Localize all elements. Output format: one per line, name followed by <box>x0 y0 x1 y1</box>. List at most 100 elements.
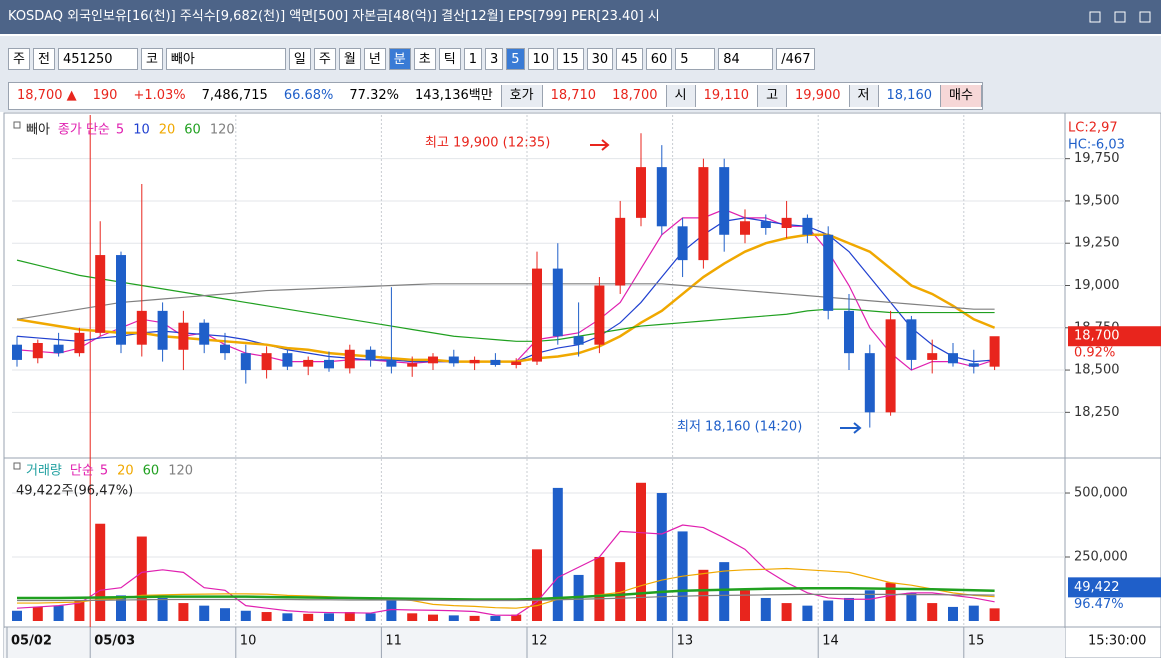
toolbar-button[interactable]: 15 <box>557 48 584 70</box>
toolbar-button[interactable]: 틱 <box>438 48 461 70</box>
chart-frame <box>3 112 1161 658</box>
legend-box <box>13 462 21 470</box>
quote-item[interactable]: 18,700 <box>604 85 666 107</box>
volume-bar <box>116 595 126 621</box>
toolbar-button[interactable]: 분 <box>388 48 411 70</box>
volume-bar <box>906 592 917 621</box>
toolbar-button[interactable]: 코 <box>140 48 163 70</box>
volume-bar <box>469 615 480 621</box>
toolbar-button[interactable]: 전 <box>32 48 55 70</box>
toolbar-button[interactable]: 84 <box>718 48 774 70</box>
candle-body <box>428 356 438 364</box>
toolbar-button[interactable]: 451250 <box>57 48 138 70</box>
volume-bar <box>53 605 64 621</box>
candle-body <box>968 363 979 367</box>
volume-bar <box>989 608 1000 621</box>
toolbar-button[interactable]: 30 <box>586 48 614 70</box>
side-label: LC:2,97 <box>1068 121 1118 136</box>
volume-bar <box>199 605 210 621</box>
candle-body <box>386 359 397 367</box>
candle-body <box>74 332 85 354</box>
volume-summary: 49,422주(96,47%) <box>16 484 133 499</box>
toolbar-button[interactable]: 45 <box>616 48 643 70</box>
legend-entry: 60 <box>184 123 201 138</box>
candle-body <box>261 353 272 371</box>
volume-bar <box>927 603 938 621</box>
toolbar-button[interactable]: 초 <box>413 48 436 70</box>
quote-item[interactable]: 매수 <box>940 85 982 107</box>
volume-bar <box>532 549 542 621</box>
candle-body <box>303 359 314 367</box>
volume-bar <box>261 612 272 621</box>
volume-bar <box>740 590 750 621</box>
candle-body <box>864 353 875 413</box>
toolbar-button[interactable]: 3 <box>484 48 504 70</box>
x-tick-label: 13 <box>677 634 694 649</box>
toolbar-button[interactable]: 빼아 <box>165 48 286 70</box>
candle-body <box>220 344 230 354</box>
quote-item[interactable]: 저 <box>848 85 879 107</box>
toolbar-button[interactable]: 주 <box>313 48 336 70</box>
y-tick-label: 250,000 <box>1074 550 1128 565</box>
toolbar-button[interactable]: 년 <box>363 48 386 70</box>
moving-average-line <box>17 593 995 602</box>
candle-body <box>740 221 750 235</box>
volume-bar <box>365 613 376 621</box>
quote-item[interactable]: 7,486,715 <box>193 85 276 107</box>
quote-item[interactable]: 호가 <box>500 85 543 107</box>
quote-item[interactable]: 18,700 ▲ <box>9 85 85 107</box>
quote-row: 18,700 ▲ 190 +1.03% 7,486,715 66.68% 77.32% 14… <box>8 82 983 110</box>
legend-entry: 10 <box>133 123 150 138</box>
legend-entry: 120 <box>210 123 235 138</box>
quote-item[interactable]: +1.03% <box>125 85 194 107</box>
legend-entry: 5 <box>100 464 108 479</box>
quote-item[interactable]: 19,110 <box>695 85 758 107</box>
candle-body <box>157 310 168 350</box>
toolbar-button[interactable]: 10 <box>527 48 555 70</box>
candle-body <box>511 361 522 365</box>
legend-name: 거래량 <box>26 464 62 479</box>
candle-body <box>802 217 813 235</box>
toolbar-button[interactable]: 월 <box>338 48 361 70</box>
candle-body <box>698 167 709 261</box>
candle-body <box>32 343 43 359</box>
y-tick-label: 19,250 <box>1074 236 1120 251</box>
quote-item[interactable]: 143,136백만 <box>406 85 501 107</box>
ratio-label: 96.47% <box>1074 597 1124 612</box>
toolbar-button[interactable]: 1 <box>463 48 482 70</box>
toolbar-button[interactable]: 5 <box>675 48 716 70</box>
volume-bar <box>95 523 106 621</box>
quote-item[interactable]: 18,160 <box>878 85 940 107</box>
quote-item[interactable]: 77.32% <box>341 85 407 107</box>
quote-item[interactable]: 고 <box>757 85 788 107</box>
time-label: 15:30:00 <box>1088 634 1146 649</box>
y-tick-label: 19,000 <box>1074 278 1120 293</box>
volume-bar <box>220 608 230 621</box>
x-tick-label: 05/03 <box>94 634 135 649</box>
toolbar-button[interactable]: 60 <box>645 48 673 70</box>
candle-body <box>53 344 64 354</box>
volume-bar <box>823 600 834 621</box>
quote-item[interactable]: 19,900 <box>787 85 849 107</box>
quote-item[interactable]: 18,710 <box>542 85 605 107</box>
candle-body <box>240 353 251 371</box>
candle-body <box>469 359 480 364</box>
legend-entry: 5 <box>116 123 124 138</box>
volume-bar <box>615 562 626 621</box>
toolbar-button[interactable]: 5 <box>506 48 525 70</box>
volume-bar <box>552 487 563 621</box>
candle-body <box>282 353 293 367</box>
volume-bar <box>74 600 85 621</box>
quote-item[interactable]: 66.68% <box>275 85 342 107</box>
volume-bar <box>344 612 355 621</box>
x-tick-label: 10 <box>240 634 257 649</box>
x-tick-label: 05/02 <box>11 634 52 649</box>
volume-bar <box>594 557 605 621</box>
toolbar-button[interactable]: /467 <box>776 48 816 70</box>
toolbar-button[interactable]: 일 <box>288 48 311 70</box>
volume-bar <box>136 536 147 621</box>
quote-item[interactable]: 190 <box>84 85 126 107</box>
candle-body <box>636 167 646 218</box>
quote-item[interactable]: 시 <box>665 85 696 107</box>
toolbar-button[interactable]: 주 <box>8 48 30 70</box>
